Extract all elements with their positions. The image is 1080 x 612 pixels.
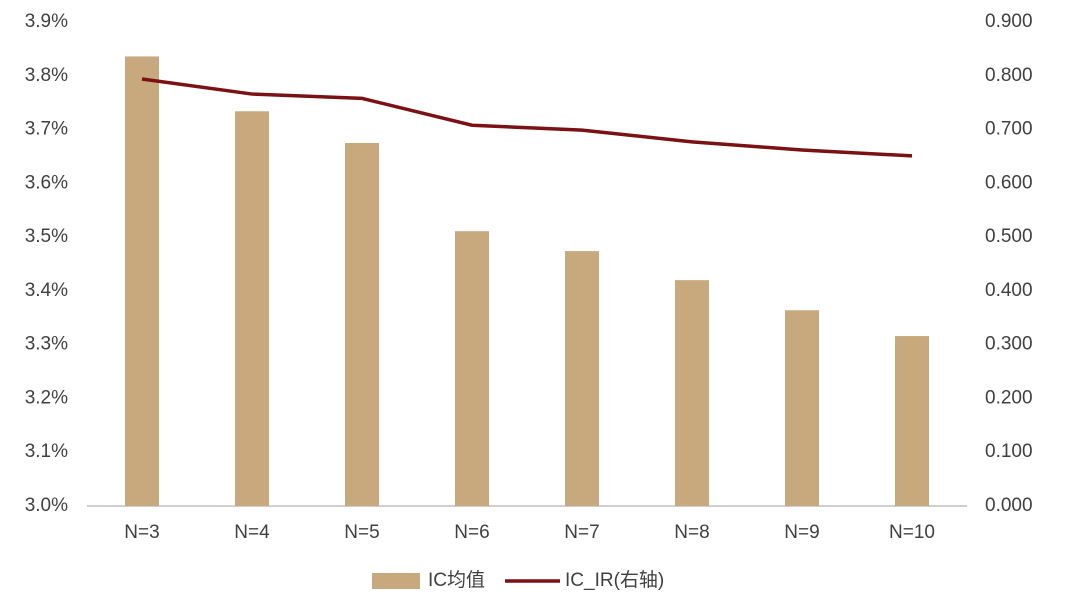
line [141, 77, 913, 158]
y2-tick-label: 0.000 [985, 495, 1033, 516]
y-tick-label: 3.5% [25, 226, 68, 247]
y-tick-label: 3.9% [25, 11, 68, 32]
x-tick-label: N=5 [344, 522, 379, 543]
y2-tick-label: 0.800 [985, 65, 1033, 86]
x-tick-label: N=10 [889, 522, 935, 543]
y-tick-label: 3.4% [25, 280, 68, 301]
y2-tick-label: 0.600 [985, 172, 1033, 193]
y2-tick-label: 0.500 [985, 226, 1033, 247]
legend-swatch [372, 573, 420, 589]
x-tick-label: N=3 [124, 522, 159, 543]
y2-tick-label: 0.700 [985, 119, 1033, 140]
y-tick-label: 3.2% [25, 387, 68, 408]
y2-tick-label: 0.900 [985, 11, 1033, 32]
bar [895, 336, 929, 506]
y-tick-label: 3.1% [25, 441, 68, 462]
y2-tick-label: 0.200 [985, 387, 1033, 408]
bar [235, 111, 269, 506]
y-tick-label: 3.7% [25, 119, 68, 140]
bar [125, 56, 159, 506]
bar [345, 143, 379, 506]
bar [785, 310, 819, 506]
bar [455, 231, 489, 506]
x-tick-label: N=8 [674, 522, 709, 543]
y2-tick-label: 0.300 [985, 334, 1033, 355]
y-tick-label: 3.3% [25, 334, 68, 355]
y-tick-label: 3.6% [25, 172, 68, 193]
x-tick-label: N=9 [784, 522, 819, 543]
legend-label: IC均值 [428, 569, 485, 591]
y2-tick-label: 0.400 [985, 280, 1033, 301]
y-tick-label: 3.0% [25, 495, 68, 516]
bar [565, 251, 599, 506]
x-tick-label: N=7 [564, 522, 599, 543]
legend-label: IC_IR(右轴) [565, 569, 664, 591]
y-tick-label: 3.8% [25, 65, 68, 86]
x-tick-label: N=4 [234, 522, 270, 543]
bar [675, 280, 709, 506]
x-tick-label: N=6 [454, 522, 489, 543]
y2-tick-label: 0.100 [985, 441, 1033, 462]
